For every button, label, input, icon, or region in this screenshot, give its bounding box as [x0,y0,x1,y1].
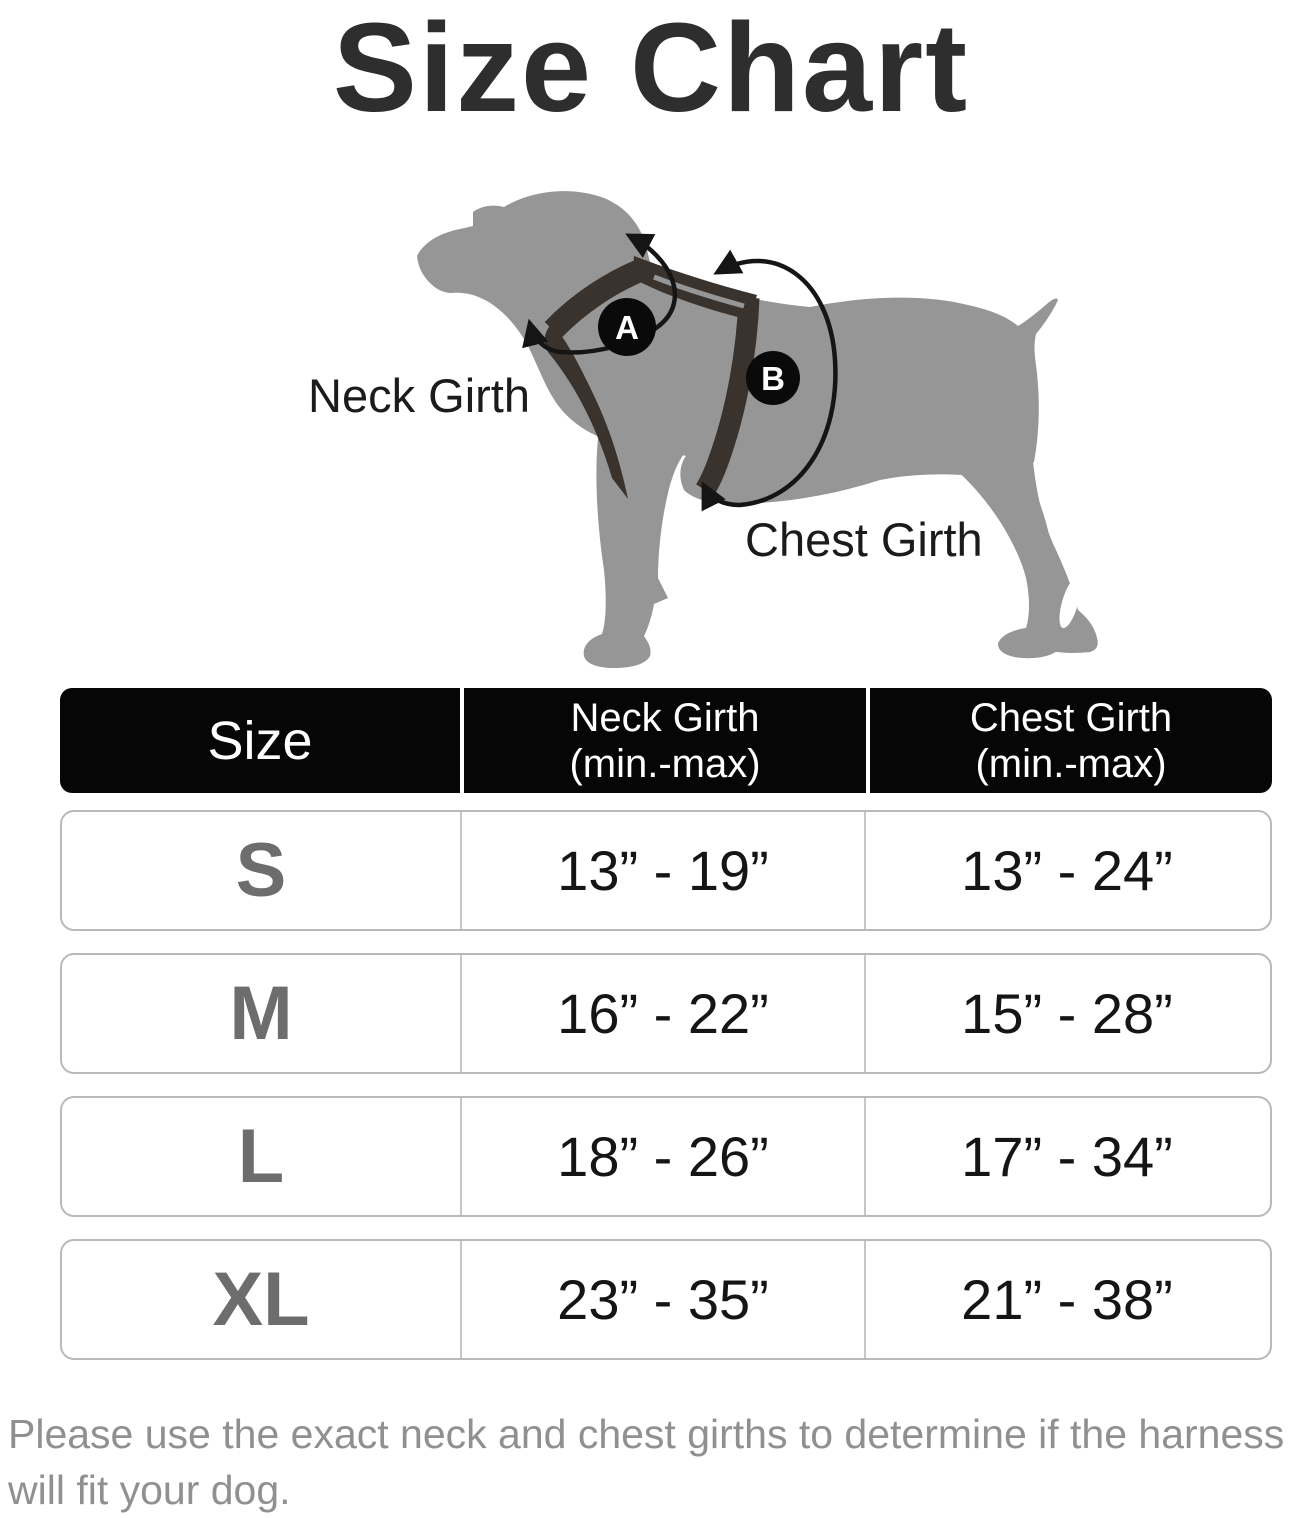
chest-girth-arrow [701,249,838,512]
neck-girth-value: 23” - 35” [557,1268,769,1331]
table-row-s: S 13” - 19” 13” - 24” [60,810,1272,931]
neck-girth-value: 18” - 26” [557,1125,769,1188]
neck-girth-label: Neck Girth [308,369,530,422]
table-row-m: M 16” - 22” 15” - 28” [60,953,1272,1074]
header-neck-label: Neck Girth [570,695,760,740]
chest-girth-value: 13” - 24” [961,839,1173,902]
chest-girth-value: 21” - 38” [961,1268,1173,1331]
neck-girth-value: 13” - 19” [557,839,769,902]
dog-measurement-diagram: A B Neck Girth Chest Girth [308,191,1098,668]
size-label: L [237,1114,285,1199]
dog-hind-leg-front [930,450,1059,659]
table-row-l: L 18” - 26” 17” - 34” [60,1096,1272,1217]
neck-girth-value: 16” - 22” [557,982,769,1045]
marker-a-badge: A [598,298,656,356]
header-size-label: Size [207,710,313,771]
fit-note-line1: Please use the exact neck and chest girt… [8,1411,1285,1457]
header-neck-cell: Neck Girth (min.-max) [460,688,866,793]
fit-note-line2: will fit your dog. [8,1467,291,1513]
chest-girth-label: Chest Girth [745,513,983,566]
marker-a-label: A [615,309,639,346]
chest-girth-value: 17” - 34” [961,1125,1173,1188]
harness-chest-panel [544,323,628,499]
marker-b-badge: B [746,351,800,405]
size-label: S [235,828,287,913]
header-chest-cell: Chest Girth (min.-max) [866,688,1272,793]
chest-girth-value: 15” - 28” [961,982,1173,1045]
size-label: XL [212,1257,310,1342]
size-label: M [229,971,293,1056]
header-size-cell: Size [60,688,460,793]
page-title: Size Chart [332,0,970,138]
table-header-row: Size Neck Girth (min.-max) Chest Girth (… [60,688,1272,793]
header-neck-sublabel: (min.-max) [569,741,761,786]
marker-b-label: B [761,360,785,397]
header-chest-sublabel: (min.-max) [975,741,1167,786]
table-row-xl: XL 23” - 35” 21” - 38” [60,1239,1272,1360]
hind-leg-gap [1059,577,1081,629]
dog-front-leg [583,438,688,668]
fit-note: Please use the exact neck and chest girt… [8,1406,1298,1518]
header-chest-label: Chest Girth [969,695,1173,740]
